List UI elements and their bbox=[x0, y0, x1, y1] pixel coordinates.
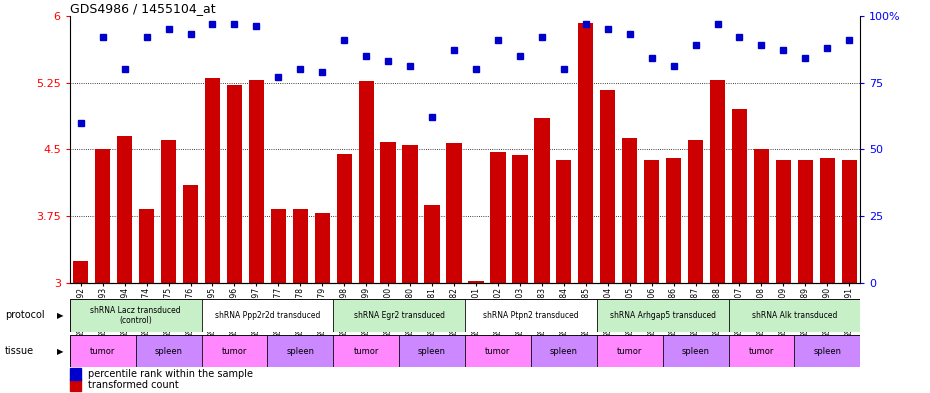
Bar bbox=[597, 335, 662, 367]
Text: tumor: tumor bbox=[221, 347, 247, 356]
Text: ▶: ▶ bbox=[57, 311, 63, 320]
Bar bbox=[446, 143, 461, 283]
Bar bbox=[337, 154, 352, 283]
Bar bbox=[403, 145, 418, 283]
Bar bbox=[728, 299, 860, 332]
Bar bbox=[728, 335, 794, 367]
Bar bbox=[534, 118, 550, 283]
Bar bbox=[358, 81, 374, 283]
Bar bbox=[556, 160, 572, 283]
Text: spleen: spleen bbox=[682, 347, 710, 356]
Bar bbox=[314, 213, 330, 283]
Bar bbox=[271, 209, 286, 283]
Bar bbox=[202, 335, 267, 367]
Bar bbox=[117, 136, 132, 283]
Bar bbox=[424, 205, 440, 283]
Text: spleen: spleen bbox=[550, 347, 578, 356]
Text: spleen: spleen bbox=[814, 347, 842, 356]
Text: spleen: spleen bbox=[154, 347, 182, 356]
Bar bbox=[267, 335, 333, 367]
Bar bbox=[776, 160, 791, 283]
Bar bbox=[666, 158, 682, 283]
Bar bbox=[227, 85, 242, 283]
Bar bbox=[161, 140, 177, 283]
Bar bbox=[819, 158, 835, 283]
Bar bbox=[531, 335, 597, 367]
Bar bbox=[70, 335, 136, 367]
Bar bbox=[95, 149, 111, 283]
Bar bbox=[644, 160, 659, 283]
Text: shRNA Arhgap5 transduced: shRNA Arhgap5 transduced bbox=[610, 311, 715, 320]
Text: transformed count: transformed count bbox=[88, 380, 179, 390]
Text: spleen: spleen bbox=[418, 347, 446, 356]
Bar bbox=[597, 299, 728, 332]
Bar bbox=[293, 209, 308, 283]
Bar bbox=[578, 23, 593, 283]
Bar bbox=[333, 299, 465, 332]
Text: spleen: spleen bbox=[286, 347, 314, 356]
Text: GDS4986 / 1455104_at: GDS4986 / 1455104_at bbox=[70, 2, 216, 15]
Text: tumor: tumor bbox=[485, 347, 511, 356]
Text: tissue: tissue bbox=[5, 346, 33, 356]
Bar bbox=[248, 80, 264, 283]
Bar bbox=[798, 160, 813, 283]
Text: tumor: tumor bbox=[90, 347, 115, 356]
Bar bbox=[202, 299, 333, 332]
Bar bbox=[380, 142, 396, 283]
Bar bbox=[794, 335, 860, 367]
Text: ▶: ▶ bbox=[57, 347, 63, 356]
Bar bbox=[622, 138, 637, 283]
Bar bbox=[753, 149, 769, 283]
Text: shRNA Egr2 transduced: shRNA Egr2 transduced bbox=[353, 311, 445, 320]
Text: tumor: tumor bbox=[617, 347, 643, 356]
Bar bbox=[399, 335, 465, 367]
Bar bbox=[662, 335, 728, 367]
Bar bbox=[139, 209, 154, 283]
Bar bbox=[205, 78, 220, 283]
Bar bbox=[842, 160, 857, 283]
Text: protocol: protocol bbox=[5, 310, 45, 320]
Bar bbox=[333, 335, 399, 367]
Text: percentile rank within the sample: percentile rank within the sample bbox=[88, 369, 253, 379]
Bar bbox=[136, 335, 202, 367]
Text: tumor: tumor bbox=[749, 347, 774, 356]
Bar bbox=[710, 80, 725, 283]
Bar bbox=[465, 335, 531, 367]
Bar bbox=[73, 261, 88, 283]
Text: shRNA Ptpn2 transduced: shRNA Ptpn2 transduced bbox=[483, 311, 578, 320]
Bar bbox=[469, 281, 484, 283]
Bar bbox=[70, 299, 202, 332]
Bar bbox=[490, 152, 506, 283]
Bar bbox=[688, 140, 703, 283]
Text: shRNA Lacz transduced
(control): shRNA Lacz transduced (control) bbox=[90, 306, 181, 325]
Bar bbox=[732, 109, 747, 283]
Text: tumor: tumor bbox=[353, 347, 379, 356]
Bar bbox=[183, 185, 198, 283]
Bar bbox=[465, 299, 597, 332]
Text: shRNA Ppp2r2d transduced: shRNA Ppp2r2d transduced bbox=[215, 311, 320, 320]
Bar bbox=[512, 155, 527, 283]
Text: shRNA Alk transduced: shRNA Alk transduced bbox=[751, 311, 837, 320]
Bar bbox=[600, 90, 616, 283]
